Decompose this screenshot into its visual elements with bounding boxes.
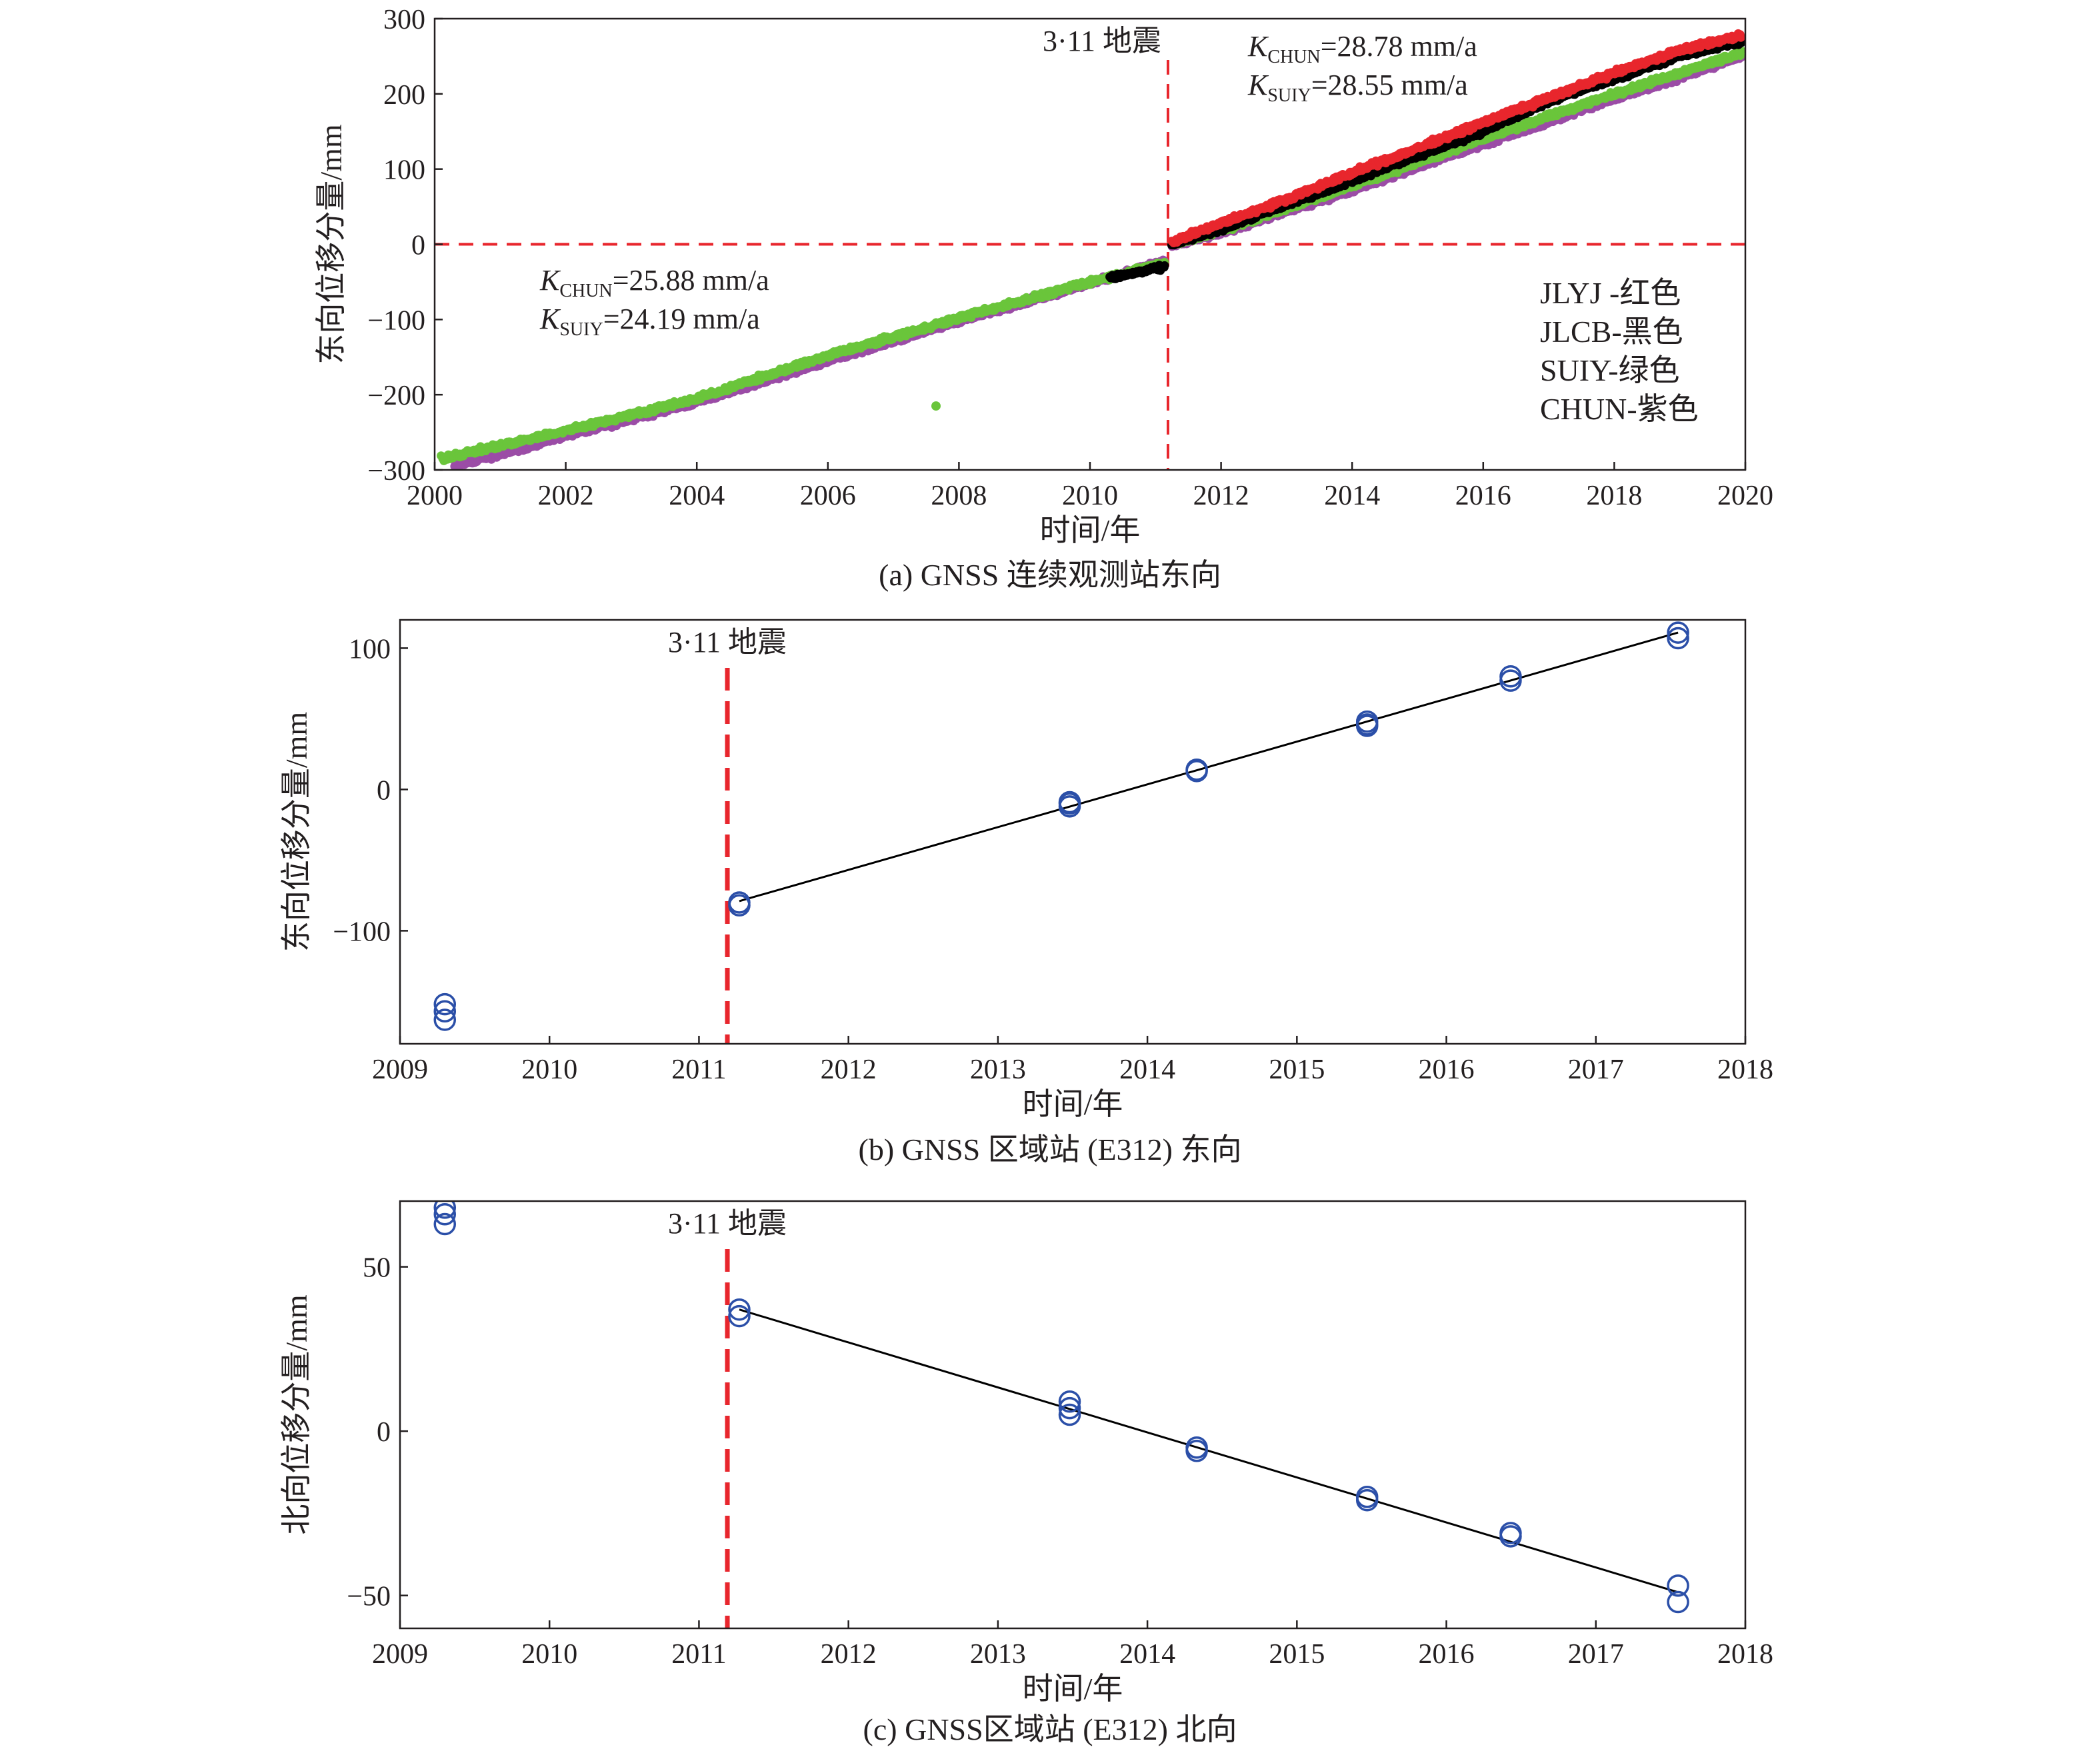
series-suiy [437, 46, 1745, 465]
plot-area [435, 29, 1745, 470]
outlier-point-suiy [931, 401, 941, 411]
panel-a: 2000 2002 2004 2006 2008 2010 2012 2014 2016 2018… [314, 5, 1773, 592]
data-point-jlcb [1160, 261, 1169, 270]
series-jlyj [1167, 29, 1745, 247]
